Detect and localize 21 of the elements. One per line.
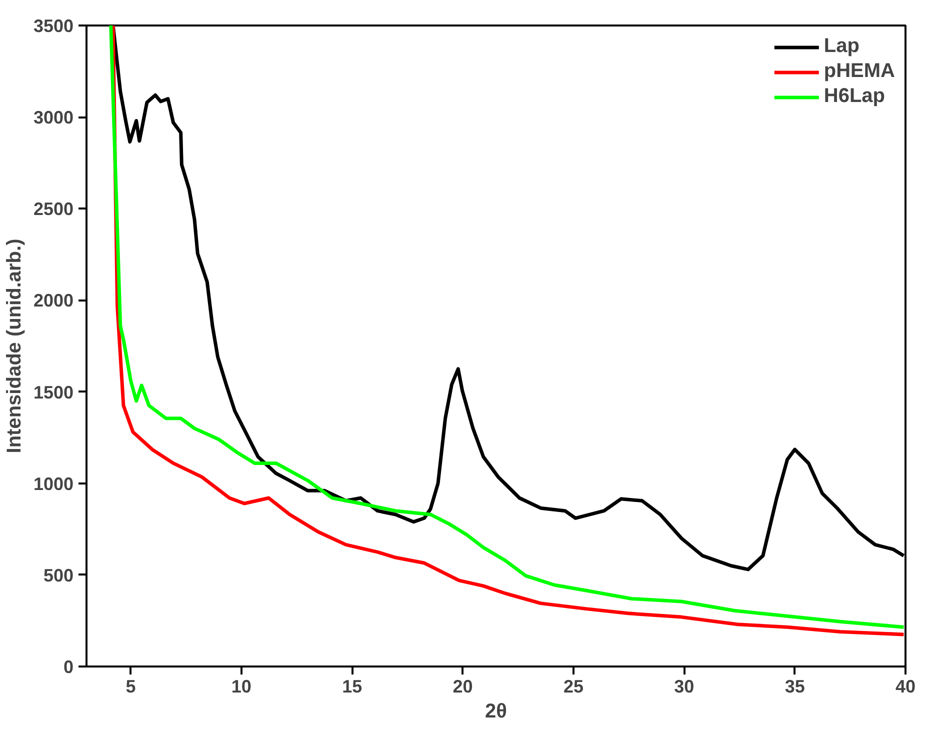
legend-label: Lap xyxy=(824,35,860,58)
x-tick-label: 25 xyxy=(563,676,584,696)
y-axis-title: Intensidade (unid.arb.) xyxy=(3,238,26,454)
y-tick-label: 2500 xyxy=(33,199,74,220)
x-tick-label: 5 xyxy=(126,676,136,696)
x-tick-label: 30 xyxy=(674,676,694,696)
x-axis-title: 2θ xyxy=(485,700,507,722)
x-tick-label: 10 xyxy=(231,676,252,696)
x-tick-label: 20 xyxy=(452,676,473,696)
x-tick-label: 35 xyxy=(784,676,805,696)
x-tick-label: 40 xyxy=(895,676,916,696)
legend-label: pHEMA xyxy=(824,60,895,83)
legend-label: H6Lap xyxy=(824,85,886,108)
y-tick-label: 1000 xyxy=(33,474,74,494)
y-tick-label: 3500 xyxy=(33,16,74,36)
y-tick-label: 500 xyxy=(43,565,74,586)
y-tick-label: 1500 xyxy=(33,382,74,402)
y-tick-label: 3000 xyxy=(33,108,74,128)
y-tick-label: 0 xyxy=(63,657,74,677)
y-tick-label: 2000 xyxy=(33,290,74,311)
x-tick-label: 15 xyxy=(342,676,362,696)
